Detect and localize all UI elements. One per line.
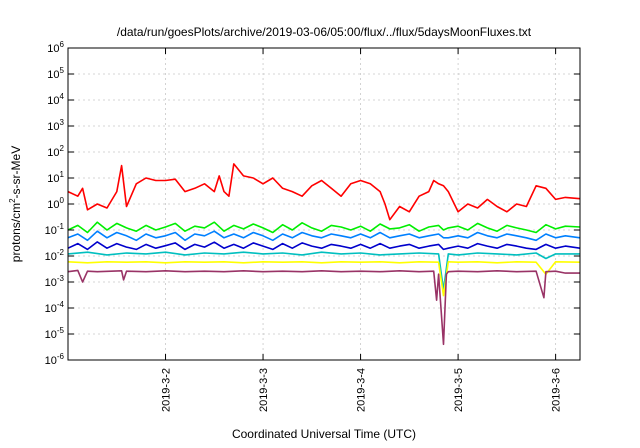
- y-tick-label-base: 10: [45, 277, 57, 289]
- chart-title: /data/run/goesPlots/archive/2019-03-06/0…: [117, 25, 532, 39]
- series-line-2: [67, 221, 581, 234]
- y-tick-label-base: 10: [47, 121, 59, 133]
- y-tick-label: 106: [47, 40, 64, 55]
- x-tick-label: 2019-3-4: [356, 368, 368, 412]
- x-tick-label: 2019-3-2: [161, 368, 173, 412]
- series-line-7: [67, 269, 580, 346]
- x-tick-label: 2019-3-3: [258, 368, 270, 412]
- y-tick-label-base: 10: [47, 69, 59, 81]
- series-line-4: [67, 241, 581, 251]
- y-tick-label: 10-4: [45, 300, 65, 315]
- x-tick-label: 2019-3-5: [453, 368, 465, 412]
- y-tick-label-exp: 1: [60, 170, 65, 179]
- y-tick-label: 100: [47, 196, 64, 211]
- y-axis-label: protons/cm2-s-sr-MeV: [8, 146, 23, 262]
- plot-frame: [67, 47, 581, 361]
- y-tick-label: 10-2: [45, 248, 65, 263]
- x-tick-label: 2019-3-6: [551, 368, 563, 412]
- y-axis-label-rest: -s-sr-MeV: [9, 146, 23, 199]
- series-line-1: [67, 163, 581, 221]
- y-tick-label-base: 10: [47, 199, 59, 211]
- y-tick-label: 10-1: [45, 222, 65, 237]
- y-tick-label-exp: -4: [57, 300, 65, 309]
- y-axis-label-sup: 2: [8, 198, 17, 203]
- y-tick-label-exp: -3: [57, 274, 65, 283]
- y-tick-label: 105: [47, 66, 64, 81]
- y-tick-label: 10-6: [45, 352, 65, 367]
- y-tick-label-exp: -1: [57, 222, 65, 231]
- y-tick-label-base: 10: [45, 251, 57, 263]
- y-tick-label-exp: -2: [57, 248, 65, 257]
- y-tick-label-base: 10: [47, 95, 59, 107]
- y-tick-label-base: 10: [47, 173, 59, 185]
- series-line-5: [67, 251, 580, 291]
- series-line-6: [67, 260, 581, 297]
- y-axis-label-base: protons/cm: [9, 203, 23, 262]
- y-tick-label-base: 10: [45, 225, 57, 237]
- y-tick-label-base: 10: [45, 303, 57, 315]
- y-tick-label-exp: 3: [60, 118, 65, 127]
- y-tick-label: 102: [47, 144, 64, 159]
- x-axis-label: Coordinated Universal Time (UTC): [232, 427, 416, 441]
- y-tick-label-exp: 4: [60, 92, 65, 101]
- y-tick-label: 101: [47, 170, 64, 185]
- axes: 10-610-510-410-310-210-11001011021031041…: [45, 40, 580, 412]
- y-tick-label: 103: [47, 118, 64, 133]
- y-tick-label-base: 10: [47, 43, 59, 55]
- y-tick-label-exp: 2: [60, 144, 65, 153]
- y-tick-label-base: 10: [47, 147, 59, 159]
- grid: [68, 47, 580, 361]
- y-tick-label-exp: -6: [57, 352, 65, 361]
- y-tick-label: 10-5: [45, 326, 65, 341]
- series-line-3: [67, 230, 581, 242]
- y-tick-label: 10-3: [45, 274, 65, 289]
- y-tick-label-base: 10: [45, 329, 57, 341]
- y-tick-label-exp: 5: [60, 66, 65, 75]
- y-tick-label-exp: 6: [60, 40, 65, 49]
- series-layer: [67, 163, 581, 346]
- y-tick-label: 104: [47, 92, 64, 107]
- y-tick-label-exp: 0: [60, 196, 65, 205]
- y-tick-label-exp: -5: [57, 326, 65, 335]
- y-tick-label-base: 10: [45, 355, 57, 367]
